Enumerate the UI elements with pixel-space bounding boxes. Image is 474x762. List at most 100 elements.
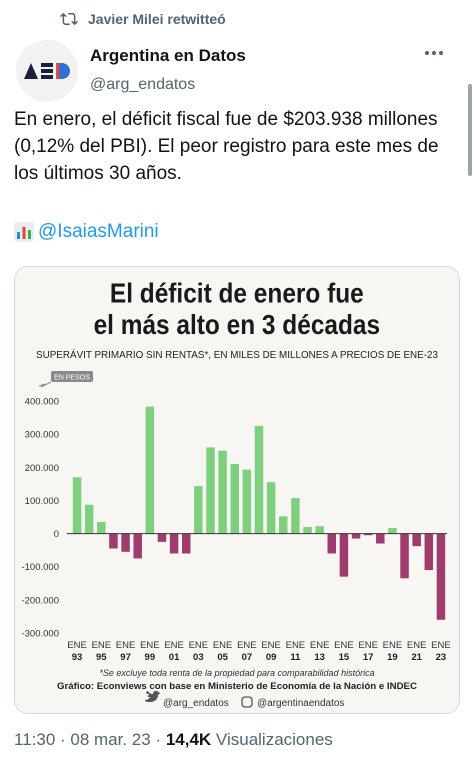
x-tick-label-top: ENE [67,640,87,651]
unit-tag-arrow [38,381,52,388]
x-tick-label-bottom: 05 [217,652,228,663]
scrollbar-thumb[interactable] [468,84,472,176]
mention-row: @IsaiasMarini [14,218,159,245]
x-tick-label-top: ENE [189,640,209,651]
bar-2009 [266,482,276,534]
y-tick-label: -100.000 [21,562,59,573]
bar-2020 [400,533,409,579]
x-tick-label-bottom: 03 [193,652,204,663]
bar-2004 [206,447,215,534]
bar-2003 [194,486,203,534]
instagram-icon [241,696,253,708]
bar-2008 [254,425,264,534]
y-tick-label: 0 [54,529,59,540]
chart-footnote: *Se excluye toda renta de la propiedad p… [99,668,374,678]
bar-2018 [376,533,385,544]
retweet-icon [60,12,78,26]
bar-1999 [145,406,155,534]
aed-logo-icon [24,63,70,79]
x-tick-label-bottom: 93 [72,652,83,663]
x-tick-label-top: ENE [140,640,160,651]
chart-source: Gráfico: Econviews con base en Ministeri… [57,681,417,691]
x-tick-label-top: ENE [310,640,330,651]
x-tick-label-bottom: 11 [290,652,301,663]
x-tick-label-bottom: 23 [436,652,447,663]
x-tick-label-top: ENE [334,640,354,651]
bar-2006 [230,463,239,534]
x-tick-label-bottom: 95 [96,652,107,663]
x-tick-label-top: ENE [116,640,136,651]
author-handle[interactable]: @arg_endatos [90,76,196,93]
bar-2022 [424,533,434,571]
x-tick-label-top: ENE [213,640,233,651]
tweet-media-chart[interactable]: El déficit de enero fue el más alto en 3 … [14,266,460,714]
x-tick-label-bottom: 17 [363,652,374,663]
tweet-timestamp[interactable]: 11:30 · 08 mar. 23 · 14,4K Visualizacion… [14,730,333,750]
bar-1997 [121,533,130,552]
bar-2014 [327,533,337,554]
bar-2023 [436,533,446,620]
y-tick-label: 300.000 [25,430,59,441]
bar-2005 [218,450,227,534]
bar-2012 [303,526,312,534]
bar-2007 [242,469,252,534]
retweet-header[interactable]: Javier Milei retwitteó [60,8,226,30]
more-options-button[interactable] [414,38,454,68]
bar-2019 [388,527,397,534]
chart-title-line2: el más alto en 3 décadas [94,308,381,340]
more-dots-icon [425,51,443,55]
x-tick-label-top: ENE [431,640,451,651]
x-tick-label-top: ENE [237,640,257,651]
twitter-icon [145,691,160,702]
bar-2017 [363,533,373,536]
chart-social-instagram: @argentinaendatos [257,698,344,709]
x-tick-label-bottom: 15 [339,652,350,663]
x-tick-label-top: ENE [286,640,306,651]
y-tick-label: 200.000 [25,463,59,474]
avatar[interactable] [16,40,78,102]
bar-2013 [315,526,324,534]
y-tick-label: 400.000 [25,397,59,408]
y-tick-label: -200.000 [21,595,59,606]
x-tick-label-bottom: 13 [314,652,325,663]
tweet-text: En enero, el déficit fiscal fue de $203.… [14,109,439,184]
bar-2001 [169,533,179,554]
author-row: Argentina en Datos @arg_endatos [14,38,460,102]
bar-2002 [181,533,191,554]
tweet-time[interactable]: 11:30 · 08 mar. 23 · [14,730,166,749]
views-label: Visualizaciones [211,730,333,749]
views-count: 14,4K [165,730,212,749]
x-tick-label-bottom: 09 [266,652,277,663]
bar-2000 [157,533,167,542]
bar-1996 [109,533,118,549]
retweet-text[interactable]: Javier Milei retwitteó [88,11,226,27]
bar-2010 [279,516,288,534]
x-tick-label-bottom: 97 [120,652,131,663]
y-tick-label: -300.000 [21,629,59,640]
x-tick-label-top: ENE [164,640,184,651]
unit-tag-box [51,371,93,382]
bar-2015 [339,533,349,577]
x-tick-label-bottom: 01 [169,652,180,663]
x-tick-label-bottom: 21 [411,652,422,663]
bar-2021 [412,533,421,547]
x-tick-label-top: ENE [383,640,403,651]
mention-link[interactable]: @IsaiasMarini [38,221,159,242]
x-tick-label-bottom: 99 [145,652,156,663]
author-name[interactable]: Argentina en Datos [90,46,246,65]
chart-subtitle: SUPERÁVIT PRIMARIO SIN RENTAS*, EN MILES… [36,348,438,361]
bar-1994 [84,504,94,534]
x-tick-label-top: ENE [358,640,378,651]
unit-tag-label: EN PESOS [54,375,90,382]
bar-1995 [97,521,106,534]
bar-1993 [72,477,82,534]
x-tick-label-top: ENE [261,640,281,651]
bar-chart-icon [14,221,34,242]
bar-2016 [351,533,361,539]
bar-2011 [291,498,300,534]
x-tick-label-bottom: 19 [387,652,398,663]
y-tick-label: 100.000 [25,496,59,507]
bar-1998 [133,533,142,559]
x-tick-label-top: ENE [92,640,112,651]
